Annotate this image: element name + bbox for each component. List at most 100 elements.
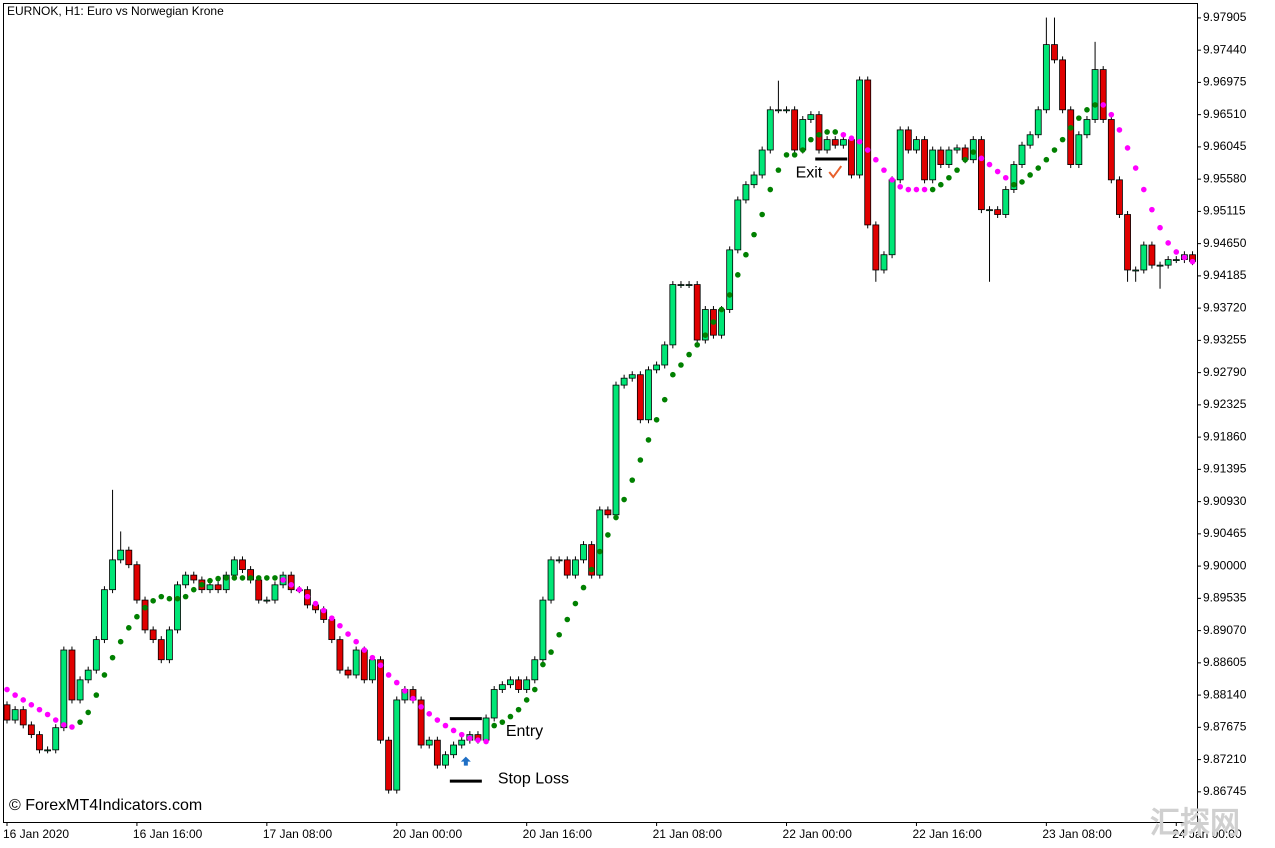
indicator-dot [921, 186, 928, 193]
candle-body [393, 699, 401, 791]
y-tick-label: 9.96045 [1203, 139, 1247, 153]
candle-body [994, 209, 1002, 215]
candle-body [44, 749, 51, 752]
indicator-dot [491, 722, 498, 729]
indicator-dot [873, 156, 879, 163]
candle-body [117, 549, 125, 561]
y-tick-label: 9.86745 [1203, 784, 1247, 798]
indicator-dot [450, 727, 457, 734]
indicator-dot [329, 615, 335, 621]
y-tick-label: 9.94185 [1203, 268, 1247, 282]
indicator-dot [726, 292, 733, 298]
candle-body [417, 699, 425, 746]
indicator-dot [629, 477, 636, 483]
candle-body [182, 574, 190, 586]
indicator-dot [36, 706, 43, 713]
indicator-dot [735, 272, 741, 278]
candle-body [1140, 244, 1148, 271]
indicator-dot [645, 437, 652, 443]
candle-body [214, 584, 222, 591]
candle-body [547, 559, 555, 601]
indicator-dot [929, 186, 936, 193]
candle-body [588, 544, 596, 576]
indicator-dot [166, 595, 173, 602]
indicator-dot [540, 661, 546, 668]
candle-body [1156, 264, 1164, 267]
candle-body [344, 669, 352, 676]
candle-body [11, 709, 19, 721]
indicator-dot [101, 672, 108, 678]
buy-arrow [460, 756, 471, 766]
indicator-dot [28, 702, 35, 708]
candle-body [921, 139, 928, 181]
indicator-dot [556, 631, 562, 638]
indicator-dot [1181, 254, 1188, 261]
indicator-dot [840, 131, 847, 138]
indicator-dot [402, 688, 408, 694]
annotation-label: Entry [506, 723, 543, 740]
candle-body [628, 374, 636, 379]
candle-body [823, 139, 831, 151]
x-tick-label: 16 Jan 2020 [3, 827, 69, 841]
candle-body [507, 679, 514, 686]
indicator-dot [1149, 206, 1155, 213]
indicator-dot [467, 735, 473, 741]
candle-body [328, 619, 336, 641]
indicator-dot [1076, 115, 1082, 121]
candle-body [1059, 59, 1066, 111]
candle-body [1091, 69, 1099, 120]
candle-body [36, 734, 43, 751]
x-tick-label: 20 Jan 00:00 [393, 827, 463, 841]
candle-body [831, 139, 839, 146]
indicator-dot [312, 600, 319, 607]
candle-body [685, 284, 693, 286]
indicator-dot [353, 638, 359, 645]
candle-body [742, 184, 750, 201]
indicator-dot [978, 155, 985, 162]
candle-body [693, 284, 701, 341]
indicator-dot [686, 351, 692, 358]
y-tick-label: 9.91395 [1203, 462, 1247, 476]
y-tick-label: 9.87675 [1203, 720, 1247, 734]
candle-body [1026, 134, 1034, 146]
indicator-dot [938, 181, 944, 188]
candle-body [1010, 164, 1018, 190]
indicator-dot [239, 575, 246, 581]
x-tick-label: 17 Jan 08:00 [263, 827, 333, 841]
candle-body [1034, 109, 1042, 136]
candle-body [1002, 189, 1010, 215]
candle-body [953, 147, 961, 151]
y-tick-label: 9.93255 [1203, 333, 1247, 347]
candle-body [555, 559, 563, 562]
candle-body [1132, 269, 1140, 272]
y-tick-label: 9.92790 [1203, 365, 1247, 379]
indicator-dot [199, 582, 205, 588]
indicator-dot [1108, 111, 1115, 118]
candle-body [255, 579, 263, 601]
candle-body [482, 717, 490, 741]
indicator-dot [986, 161, 993, 168]
candle-body [904, 129, 912, 151]
candle-body [60, 649, 68, 729]
candle-body [523, 679, 531, 690]
candle-body [775, 109, 782, 112]
indicator-dot [1124, 145, 1131, 151]
indicator-dot [158, 593, 165, 600]
indicator-dot [751, 231, 757, 238]
candle-body [336, 639, 344, 671]
annotation-label: Exit [796, 164, 823, 181]
candle-body [1067, 109, 1075, 165]
indicator-dot [1100, 102, 1106, 108]
candle-body [896, 129, 904, 181]
indicator-dot [52, 717, 59, 723]
indicator-dot [881, 167, 887, 173]
candle-body [141, 599, 149, 631]
indicator-dot [320, 607, 327, 614]
candle-body [1148, 244, 1156, 266]
candle-body [661, 344, 669, 366]
candle-body [1116, 179, 1123, 215]
candle-body [450, 744, 458, 756]
indicator-dot [783, 152, 790, 158]
candle-body [1083, 119, 1091, 136]
indicator-dot [816, 131, 822, 138]
